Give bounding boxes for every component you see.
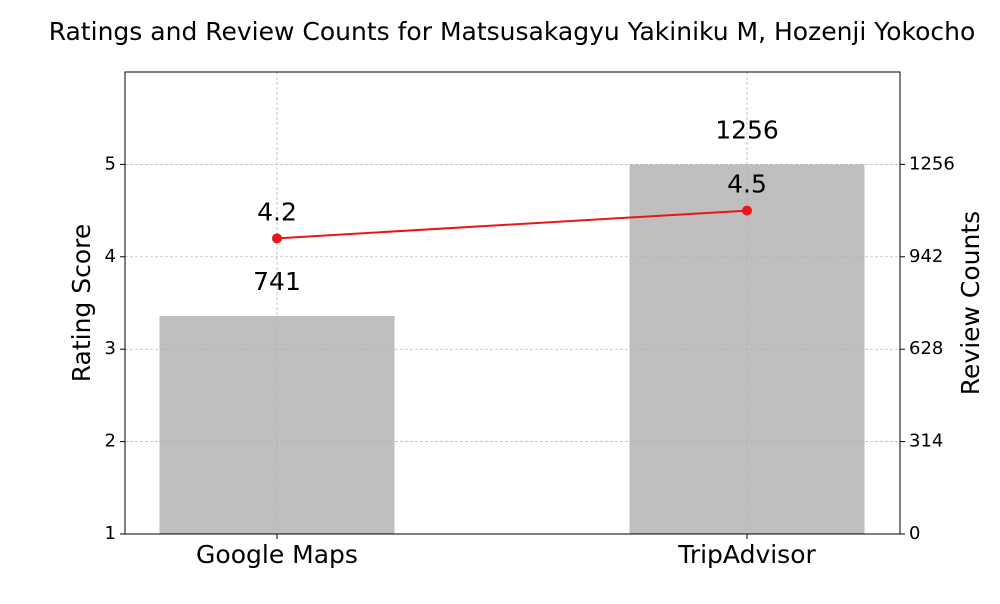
rating-line (276, 209, 748, 240)
rating-value-label: 4.5 (727, 170, 767, 199)
y-axis-label: Rating Score (67, 224, 96, 383)
rating-point (742, 205, 752, 216)
y-tick-label: 3 (105, 338, 116, 359)
y2-tick-label: 1256 (909, 153, 955, 174)
chart-title: Ratings and Review Counts for Matsusakag… (49, 17, 976, 46)
rating-point (272, 233, 282, 244)
x-tick-label: Google Maps (196, 540, 358, 569)
y-tick-label: 1 (105, 523, 116, 544)
plot-frame (124, 71, 901, 535)
y-tick-label: 5 (105, 153, 116, 174)
y2-tick-label: 628 (909, 338, 943, 359)
bar-value-label: 741 (253, 267, 301, 296)
y2-tick-label: 942 (909, 246, 943, 267)
x-tick-label: TripAdvisor (677, 540, 816, 569)
rating-value-label: 4.2 (257, 197, 297, 226)
y-tick-label: 4 (105, 246, 116, 267)
y2-tick-label: 0 (909, 523, 920, 544)
y2-tick-label: 314 (909, 431, 943, 452)
y2-axis-label: Review Counts (956, 211, 985, 395)
y-tick-label: 2 (105, 431, 116, 452)
